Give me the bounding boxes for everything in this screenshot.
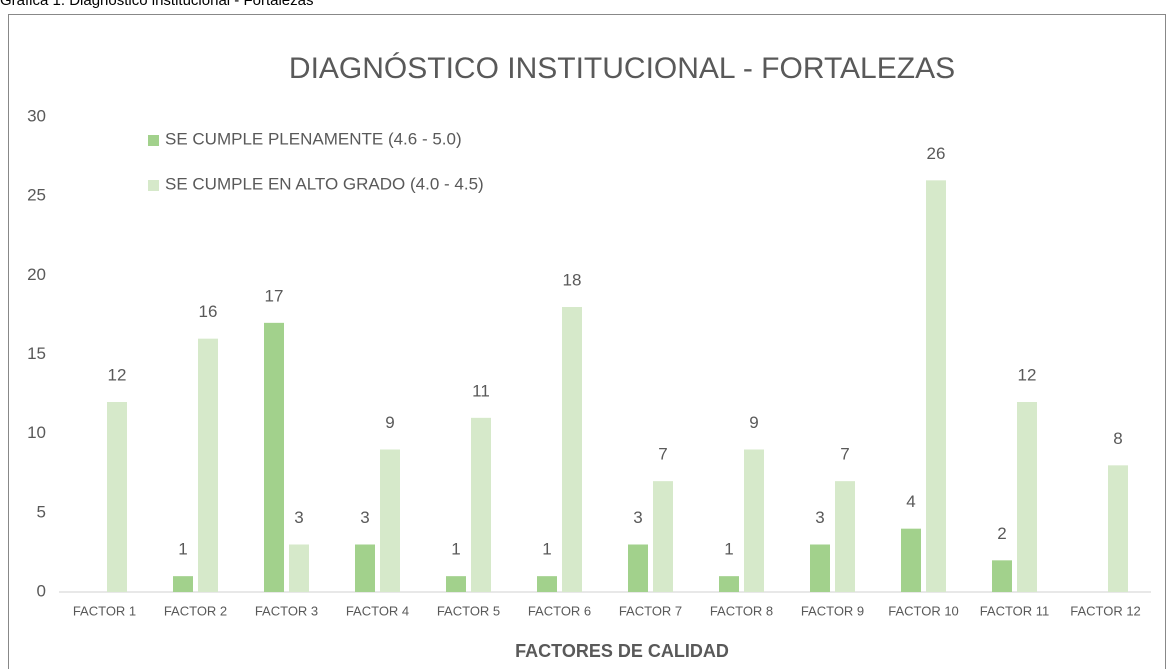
data-label: 12: [1018, 365, 1037, 384]
bar: [264, 322, 284, 592]
data-label: 1: [451, 540, 460, 559]
bar: [992, 560, 1012, 592]
y-tick-label: 25: [27, 186, 46, 205]
bar: [835, 481, 855, 592]
y-tick-label: 10: [27, 423, 46, 442]
legend-swatch: [148, 135, 159, 146]
x-tick-label: FACTOR 4: [346, 603, 409, 618]
data-label: 9: [749, 413, 758, 432]
legend-label: SE CUMPLE EN ALTO GRADO (4.0 - 4.5): [165, 174, 484, 193]
x-tick-label: FACTOR 1: [73, 603, 136, 618]
x-tick-label: FACTOR 12: [1070, 603, 1141, 618]
x-tick-label: FACTOR 10: [888, 603, 959, 618]
x-axis-title: FACTORES DE CALIDAD: [515, 641, 729, 661]
x-tick-label: FACTOR 9: [801, 603, 864, 618]
bar: [537, 576, 557, 592]
x-tick-label: FACTOR 11: [980, 603, 1050, 618]
data-label: 1: [724, 540, 733, 559]
data-label: 7: [840, 445, 849, 464]
bar: [198, 338, 218, 592]
bar: [562, 307, 582, 592]
data-label: 12: [108, 365, 127, 384]
data-label: 16: [199, 302, 218, 321]
data-label: 4: [906, 492, 915, 511]
y-tick-label: 15: [27, 344, 46, 363]
x-tick-label: FACTOR 8: [710, 603, 773, 618]
bar: [653, 481, 673, 592]
bar: [380, 449, 400, 592]
chart-frame: [8, 14, 1166, 669]
bar: [173, 576, 193, 592]
data-label: 3: [360, 508, 369, 527]
data-label: 11: [472, 381, 490, 400]
data-label: 8: [1113, 429, 1122, 448]
bar: [1017, 402, 1037, 592]
y-tick-label: 20: [27, 265, 46, 284]
data-label: 3: [633, 508, 642, 527]
legend-label: SE CUMPLE PLENAMENTE (4.6 - 5.0): [165, 129, 462, 148]
bar: [810, 544, 830, 592]
data-label: 3: [815, 508, 824, 527]
data-label: 1: [542, 540, 551, 559]
bar: [471, 417, 491, 592]
bar: [289, 544, 309, 592]
y-tick-label: 0: [37, 581, 46, 600]
y-tick-label: 30: [27, 106, 46, 125]
caption: Gráfica 1. Diagnóstico institucional - F…: [0, 0, 313, 9]
x-tick-label: FACTOR 6: [528, 603, 591, 618]
data-label: 18: [563, 270, 582, 289]
data-label: 1: [178, 540, 187, 559]
bar: [719, 576, 739, 592]
bar: [355, 544, 375, 592]
chart-title: DIAGNÓSTICO INSTITUCIONAL - FORTALEZAS: [289, 52, 955, 85]
x-tick-label: FACTOR 3: [255, 603, 318, 618]
data-label: 7: [658, 445, 667, 464]
data-label: 2: [997, 524, 1006, 543]
bar: [446, 576, 466, 592]
legend-swatch: [148, 180, 159, 191]
bar: [628, 544, 648, 592]
data-label: 26: [927, 144, 946, 163]
bar: [107, 402, 127, 592]
data-label: 9: [385, 413, 394, 432]
data-label: 17: [265, 286, 284, 305]
x-tick-label: FACTOR 7: [619, 603, 682, 618]
data-label: 3: [294, 508, 303, 527]
bar: [1108, 465, 1128, 592]
bar: [926, 180, 946, 593]
y-tick-label: 5: [37, 502, 46, 521]
x-tick-label: FACTOR 2: [164, 603, 227, 618]
bar: [901, 528, 921, 592]
bar: [744, 449, 764, 592]
x-tick-label: FACTOR 5: [437, 603, 500, 618]
